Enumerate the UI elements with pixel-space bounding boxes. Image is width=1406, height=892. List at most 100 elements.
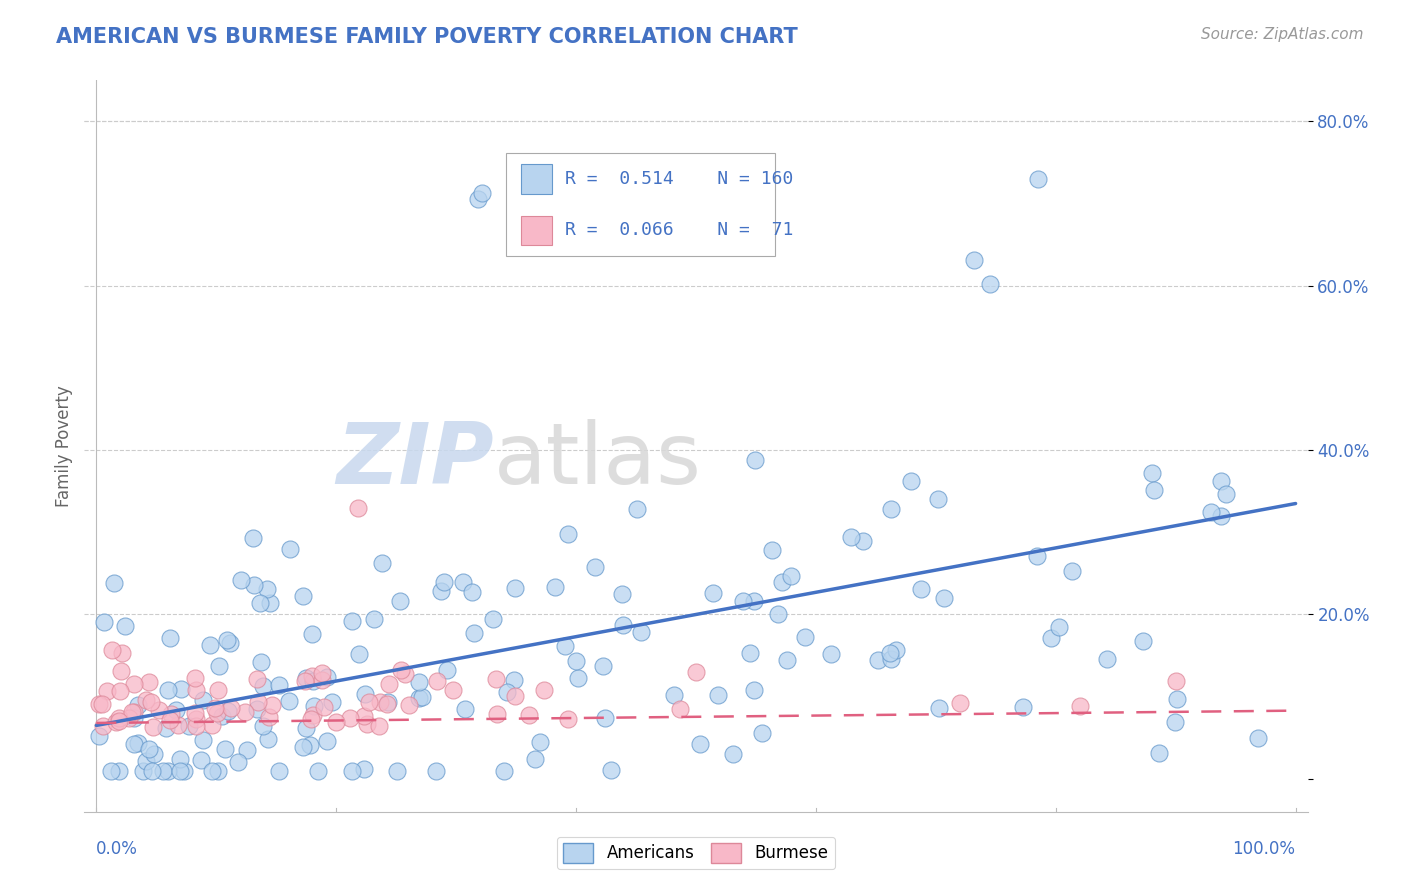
Point: [316, 670, 339, 684]
Point: [278, 541, 301, 556]
Point: [214, 741, 236, 756]
Point: [740, 646, 762, 660]
Point: [593, 711, 616, 725]
Point: [252, 719, 274, 733]
Text: ZIP: ZIP: [336, 419, 494, 502]
Point: [884, 643, 907, 657]
Point: [368, 695, 391, 709]
Point: [347, 648, 370, 662]
Point: [256, 582, 278, 596]
Point: [122, 710, 145, 724]
Point: [295, 671, 318, 685]
Point: [243, 577, 266, 591]
Point: [780, 568, 803, 582]
Point: [159, 631, 181, 645]
Point: [751, 726, 773, 740]
Point: [353, 687, 375, 701]
Point: [494, 764, 516, 778]
Point: [339, 711, 361, 725]
Point: [87, 697, 110, 711]
Point: [96, 684, 118, 698]
Point: [217, 704, 239, 718]
Point: [377, 677, 399, 691]
Point: [425, 764, 447, 778]
Point: [626, 502, 648, 516]
Point: [554, 639, 576, 653]
Point: [389, 663, 412, 677]
Point: [879, 646, 901, 660]
Point: [156, 764, 179, 778]
Point: [451, 574, 474, 589]
Point: [246, 673, 269, 687]
Point: [927, 492, 949, 507]
Point: [152, 764, 174, 778]
Point: [900, 474, 922, 488]
Point: [211, 708, 233, 723]
Point: [600, 763, 623, 777]
Point: [630, 624, 652, 639]
Point: [93, 719, 115, 733]
Point: [503, 689, 526, 703]
Point: [259, 710, 281, 724]
Point: [1209, 475, 1232, 489]
Point: [742, 682, 765, 697]
Point: [529, 734, 551, 748]
Point: [685, 665, 707, 679]
Point: [1164, 674, 1187, 689]
Point: [108, 684, 131, 698]
Point: [231, 573, 253, 587]
Point: [127, 698, 149, 712]
Point: [233, 705, 256, 719]
Point: [107, 764, 129, 778]
Point: [1142, 467, 1164, 481]
Point: [135, 693, 157, 707]
Point: [291, 739, 314, 754]
Point: [564, 654, 586, 668]
Text: R =  0.066    N =  71: R = 0.066 N = 71: [565, 221, 793, 239]
Point: [517, 708, 540, 723]
Point: [731, 593, 754, 607]
Point: [259, 596, 281, 610]
Point: [557, 712, 579, 726]
Point: [110, 664, 132, 678]
Point: [1040, 631, 1063, 645]
Point: [463, 625, 485, 640]
Point: [503, 673, 526, 687]
Point: [291, 589, 314, 603]
Point: [159, 713, 181, 727]
Point: [347, 500, 370, 515]
Point: [1199, 505, 1222, 519]
Point: [242, 531, 264, 545]
Point: [389, 594, 412, 608]
Point: [135, 754, 157, 768]
Point: [301, 627, 323, 641]
Point: [375, 698, 398, 712]
Legend: Americans, Burmese: Americans, Burmese: [557, 837, 835, 869]
Point: [103, 576, 125, 591]
Point: [852, 534, 875, 549]
Point: [118, 711, 141, 725]
Point: [610, 587, 633, 601]
Point: [1012, 699, 1035, 714]
Point: [132, 764, 155, 778]
Point: [433, 574, 456, 589]
Point: [107, 711, 129, 725]
Point: [236, 743, 259, 757]
Point: [249, 597, 271, 611]
Point: [1047, 620, 1070, 634]
Point: [934, 591, 956, 606]
Point: [770, 575, 793, 590]
Point: [325, 715, 347, 730]
Point: [1026, 172, 1049, 186]
Point: [114, 619, 136, 633]
Point: [721, 747, 744, 762]
Point: [201, 718, 224, 732]
Point: [169, 764, 191, 778]
Point: [107, 714, 129, 728]
Text: Source: ZipAtlas.com: Source: ZipAtlas.com: [1201, 27, 1364, 42]
Point: [295, 721, 318, 735]
Point: [880, 502, 903, 516]
Point: [398, 698, 420, 713]
Point: [307, 764, 329, 778]
Point: [169, 752, 191, 766]
